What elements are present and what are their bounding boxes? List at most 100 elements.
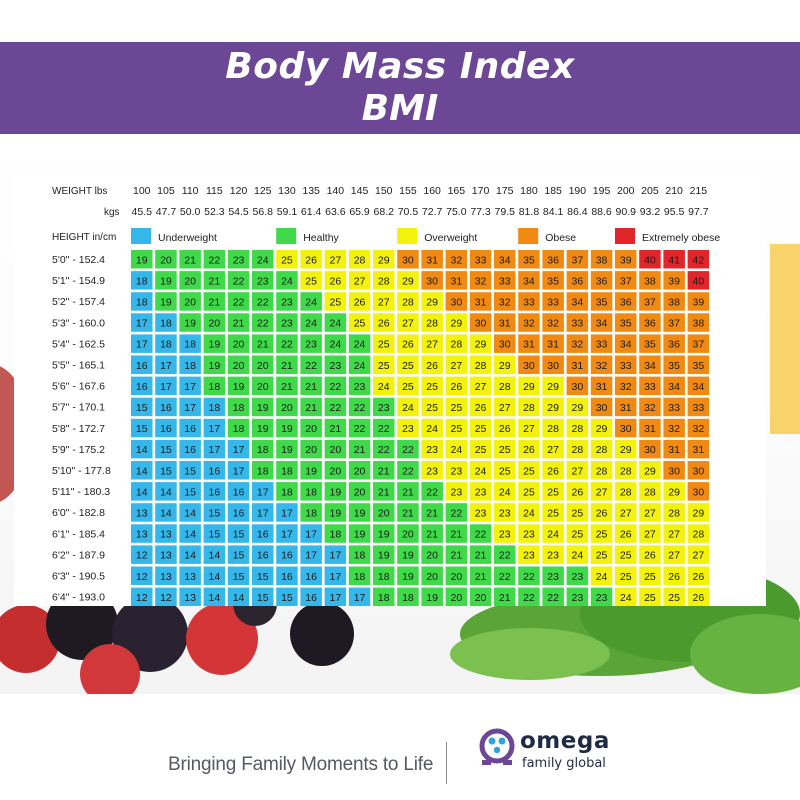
bmi-cell xyxy=(518,545,540,564)
bmi-value-label: 14 xyxy=(160,508,172,520)
bmi-value-label: 13 xyxy=(184,571,196,583)
bmi-value-label: 24 xyxy=(475,465,487,477)
leaf-shape xyxy=(690,614,800,694)
bmi-value-label: 31 xyxy=(644,423,656,435)
bmi-value-label: 33 xyxy=(668,402,680,414)
bmi-value-label: 13 xyxy=(160,571,172,583)
bmi-value-label: 35 xyxy=(668,360,680,372)
bmi-value-label: 12 xyxy=(136,550,148,562)
weight-kgs-tick: 68.2 xyxy=(374,206,395,218)
bmi-cell xyxy=(590,461,613,480)
bmi-value-label: 23 xyxy=(596,592,608,604)
bmi-value-label: 26 xyxy=(693,571,705,583)
bmi-value-label: 27 xyxy=(668,529,680,541)
bmi-cell xyxy=(373,461,395,480)
bmi-cell xyxy=(203,355,226,374)
raspberry-shape xyxy=(80,644,140,694)
bmi-cell xyxy=(566,313,589,332)
bmi-cell xyxy=(227,482,250,501)
weight-lbs-tick: 110 xyxy=(182,185,199,197)
bmi-value-label: 31 xyxy=(693,444,705,456)
bmi-value-label: 26 xyxy=(305,254,317,266)
bmi-value-label: 36 xyxy=(644,318,656,330)
bmi-cell xyxy=(687,355,710,374)
bmi-cell xyxy=(518,271,540,290)
bmi-value-label: 26 xyxy=(451,381,463,393)
bmi-cell xyxy=(131,292,153,311)
bmi-value-label: 18 xyxy=(257,444,269,456)
bmi-value-label: 20 xyxy=(402,529,414,541)
bmi-cell xyxy=(494,439,516,459)
bmi-value-label: 27 xyxy=(475,381,487,393)
bmi-value-label: 16 xyxy=(281,550,293,562)
bmi-value-label: 18 xyxy=(354,571,366,583)
bmi-value-label: 16 xyxy=(160,423,172,435)
bmi-value-label: 29 xyxy=(547,402,559,414)
bmi-cell xyxy=(615,334,637,353)
bmi-value-label: 25 xyxy=(644,592,656,604)
bmi-cell xyxy=(590,313,613,332)
bmi-cell xyxy=(131,418,153,438)
bmi-cell xyxy=(518,482,540,501)
bmi-cell xyxy=(397,503,419,522)
bmi-cell xyxy=(494,545,516,564)
weight-lbs-tick: 115 xyxy=(206,185,223,197)
bmi-cell xyxy=(276,545,298,564)
bmi-value-label: 25 xyxy=(572,529,584,541)
bmi-cell xyxy=(324,334,347,353)
bmi-value-label: 39 xyxy=(620,254,632,266)
bmi-cell xyxy=(252,355,274,374)
bmi-cell xyxy=(179,439,201,459)
bmi-value-label: 24 xyxy=(596,571,608,583)
weight-lbs-tick: 190 xyxy=(569,185,587,197)
bmi-value-label: 31 xyxy=(523,339,535,351)
weight-kgs-tick: 81.8 xyxy=(519,206,540,218)
bmi-value-label: 27 xyxy=(572,465,584,477)
bmi-cell xyxy=(469,355,492,374)
bmi-value-label: 15 xyxy=(136,423,148,435)
bmi-value-label: 22 xyxy=(305,360,317,372)
bmi-cell xyxy=(227,376,250,396)
bmi-cell xyxy=(155,292,177,311)
bmi-cell xyxy=(348,503,371,522)
bmi-cell xyxy=(131,545,153,564)
bmi-cell xyxy=(203,566,226,585)
bmi-cell xyxy=(445,355,468,374)
weight-lbs-tick: 105 xyxy=(157,185,175,197)
bmi-value-label: 26 xyxy=(620,529,632,541)
bmi-cell xyxy=(348,587,371,606)
bmi-value-label: 36 xyxy=(547,254,559,266)
bmi-value-label: 22 xyxy=(523,592,535,604)
height-tick: 5'3" - 160.0 xyxy=(52,317,105,329)
bmi-value-label: 35 xyxy=(693,360,705,372)
bmi-cell xyxy=(348,334,371,353)
bmi-cell xyxy=(494,418,516,438)
bmi-cell xyxy=(639,376,661,396)
bmi-value-label: 26 xyxy=(499,423,511,435)
bmi-value-label: 42 xyxy=(693,254,705,266)
bmi-value-label: 23 xyxy=(233,254,245,266)
bmi-value-label: 22 xyxy=(354,423,366,435)
bmi-value-label: 18 xyxy=(209,402,221,414)
bmi-value-label: 25 xyxy=(426,402,438,414)
legend-swatch xyxy=(131,228,151,244)
bmi-value-label: 34 xyxy=(644,360,656,372)
bmi-cell xyxy=(663,503,685,522)
bmi-value-label: 37 xyxy=(620,275,632,287)
bmi-cell xyxy=(518,503,540,522)
bmi-value-label: 20 xyxy=(233,360,245,372)
bmi-value-label: 33 xyxy=(596,339,608,351)
weight-kgs-tick: 70.5 xyxy=(398,206,419,218)
bmi-value-label: 20 xyxy=(209,318,221,330)
bmi-value-label: 18 xyxy=(184,339,196,351)
height-tick: 6'0" - 182.8 xyxy=(52,507,105,519)
bmi-cell xyxy=(300,250,322,269)
bmi-value-label: 27 xyxy=(644,508,656,520)
bmi-cell xyxy=(227,334,250,353)
bmi-cell xyxy=(300,566,322,585)
bmi-cell xyxy=(615,292,637,311)
weight-kgs-tick: 84.1 xyxy=(543,206,564,218)
weight-lbs-tick: 140 xyxy=(327,185,345,197)
bmi-cell xyxy=(131,566,153,585)
height-tick: 6'2" - 187.9 xyxy=(52,549,105,561)
